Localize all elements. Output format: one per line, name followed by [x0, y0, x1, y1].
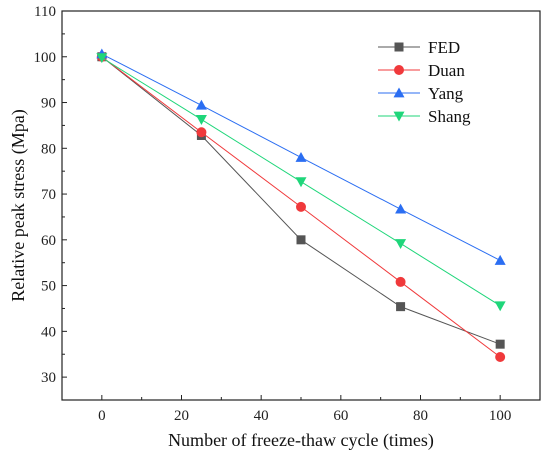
y-tick-label-7: 100: [34, 50, 57, 66]
point-shang-3: [395, 239, 407, 249]
x-tick-label-5: 100: [489, 408, 512, 424]
y-tick-label-5: 80: [41, 141, 56, 157]
point-yang-1: [195, 99, 207, 110]
point-yang-3: [395, 203, 407, 214]
point-duan-3: [395, 276, 406, 287]
x-axis-title: Number of freeze-thaw cycle (times): [168, 430, 434, 451]
legend-item-shang: Shang: [378, 107, 471, 126]
y-axis-title: Relative peak stress (Mpa): [8, 109, 29, 301]
legend-item-duan: Duan: [378, 61, 465, 80]
legend-marker-yang: [393, 87, 405, 98]
point-fed-2: [296, 235, 306, 245]
y-tick-label-3: 60: [41, 233, 56, 249]
legend-marker-duan: [394, 65, 404, 75]
x-tick-label-0: 0: [98, 408, 106, 424]
series-duan: [96, 51, 506, 362]
series-yang: [96, 48, 506, 265]
point-shang-2: [295, 177, 307, 188]
legend-label-yang: Yang: [428, 84, 464, 103]
y-tick-label-6: 90: [41, 96, 56, 112]
x-tick-label-3: 60: [333, 408, 348, 424]
point-fed-4: [495, 339, 505, 349]
y-tick-label-1: 40: [41, 324, 56, 340]
legend-marker-shang: [393, 111, 405, 122]
legend-marker-fed: [394, 42, 404, 52]
series-layer: [96, 48, 506, 362]
legend-label-fed: FED: [428, 38, 460, 57]
legend: FED Duan Yang Shang: [378, 38, 471, 126]
x-tick-label-4: 80: [413, 408, 428, 424]
point-duan-4: [495, 351, 506, 362]
y-tick-label-2: 50: [41, 279, 56, 295]
point-duan-1: [196, 127, 207, 138]
y-tick-label-8: 110: [34, 4, 56, 20]
point-yang-4: [494, 254, 506, 265]
point-shang-0: [96, 53, 108, 64]
point-yang-2: [295, 151, 307, 162]
point-duan-2: [296, 201, 306, 212]
point-shang-4: [494, 301, 506, 312]
y-tick-label-0: 30: [41, 370, 56, 386]
legend-item-fed: FED: [378, 38, 460, 57]
series-shang: [96, 53, 506, 312]
y-tick-label-4: 70: [41, 187, 56, 203]
axes: 0 20 40 60 80 100 30 40 50 60 70 80 90 100 110: [34, 4, 512, 424]
point-fed-3: [396, 302, 406, 312]
x-tick-label-1: 20: [174, 408, 189, 424]
legend-label-shang: Shang: [428, 107, 471, 126]
legend-label-duan: Duan: [428, 61, 465, 80]
x-tick-label-2: 40: [254, 408, 269, 424]
point-shang-1: [195, 115, 207, 125]
legend-item-yang: Yang: [378, 84, 464, 103]
